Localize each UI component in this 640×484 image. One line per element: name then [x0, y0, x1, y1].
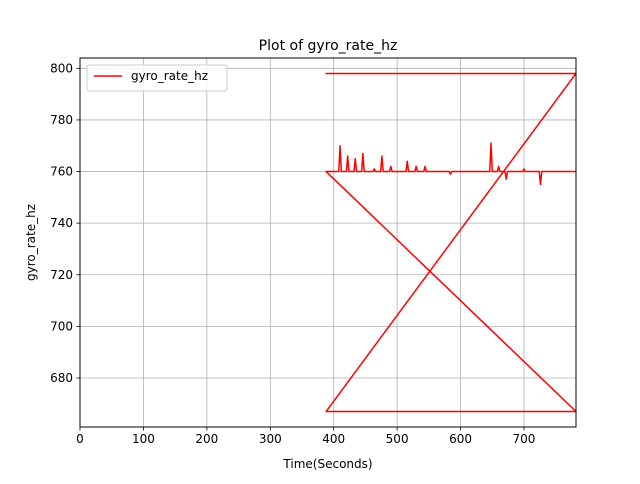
y-tick-label: 740 — [50, 216, 73, 230]
y-axis-label: gyro_rate_hz — [24, 204, 38, 281]
grid — [79, 58, 576, 427]
x-axis-ticks: 0 100 200 300 400 500 600 700 — [76, 427, 535, 446]
x-tick-label: 400 — [322, 432, 345, 446]
legend: gyro_rate_hz — [86, 64, 228, 92]
y-tick-label: 680 — [50, 371, 73, 385]
y-tick-label: 800 — [50, 61, 73, 75]
y-tick-label: 700 — [50, 319, 73, 333]
x-tick-label: 300 — [259, 432, 282, 446]
x-tick-label: 700 — [513, 432, 536, 446]
y-axis-ticks: 680 700 720 740 760 780 800 — [50, 61, 80, 385]
x-tick-label: 100 — [132, 432, 155, 446]
x-tick-label: 200 — [195, 432, 218, 446]
y-tick-label: 760 — [50, 165, 73, 179]
y-tick-label: 780 — [50, 113, 73, 127]
x-tick-label: 0 — [76, 432, 84, 446]
x-tick-label: 600 — [449, 432, 472, 446]
plot-frame — [79, 57, 577, 428]
legend-label: gyro_rate_hz — [131, 69, 208, 83]
x-tick-label: 500 — [386, 432, 409, 446]
y-tick-label: 720 — [50, 268, 73, 282]
series-layer — [325, 72, 577, 413]
legend-box — [86, 64, 228, 92]
series-line-gyro-rate-hz — [325, 72, 577, 413]
chart-title: Plot of gyro_rate_hz — [259, 38, 398, 54]
x-axis-label: Time(Seconds) — [282, 457, 372, 471]
